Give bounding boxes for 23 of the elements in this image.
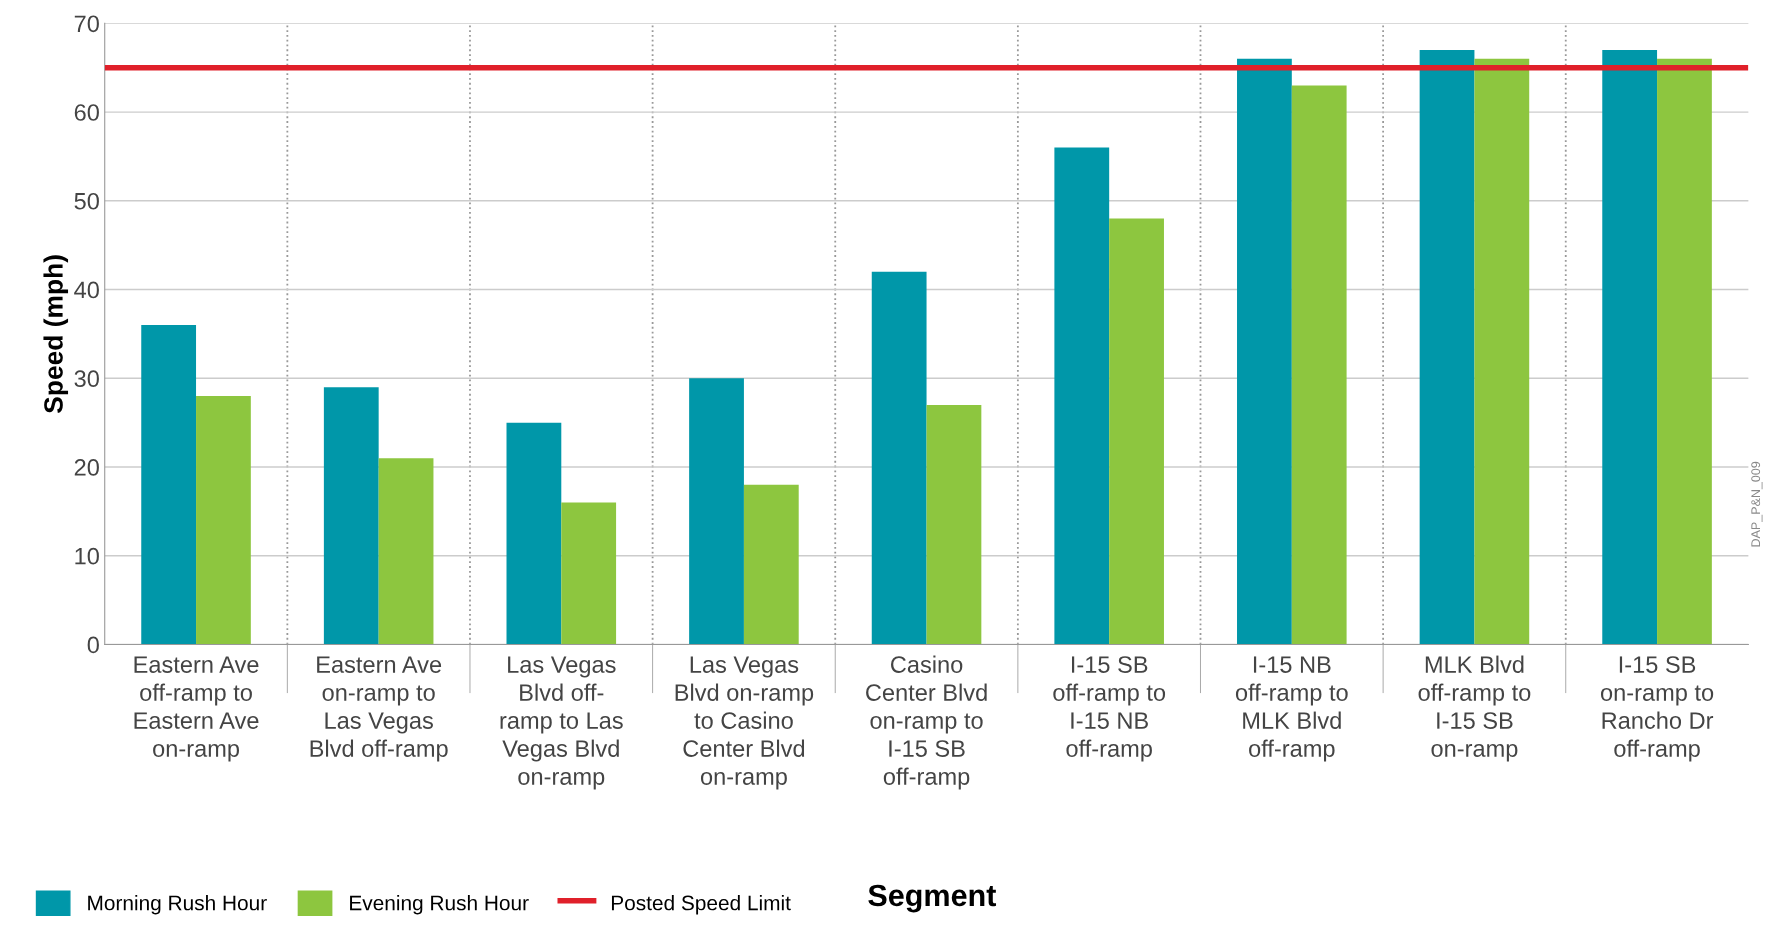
legend-label: Morning Rush Hour (88, 895, 267, 915)
text: DAP_P&N_009 (1751, 461, 1763, 547)
y-axis-title: Speed (mph) (43, 255, 69, 414)
x-tick-label: Casino Center Blvd on-ramp to I-15 SB off-ramp (866, 655, 987, 790)
y-tick-label: 60 (74, 104, 99, 121)
x-tick-label: I-15 SB off-ramp to I-15 NB off-ramp (1053, 656, 1166, 762)
x-tick-label: I-15 SB on-ramp to Rancho Dr off-ramp (1600, 656, 1714, 762)
y-tick-label: 10 (75, 547, 99, 565)
y-tick-label: 20 (74, 459, 99, 476)
x-tick-label: Eastern Ave off-ramp to Eastern Ave on-ramp (134, 656, 259, 762)
y-tick-label: 50 (74, 192, 99, 210)
legend-label: Posted Speed Limit (611, 895, 791, 915)
y-tick-label: 30 (74, 370, 99, 388)
x-tick-label: Eastern Ave on-ramp to Las Vegas Blvd off-ramp (310, 656, 448, 762)
legend-label: Evening Rush Hour (350, 895, 529, 915)
y-tick-label: 40 (74, 281, 99, 299)
x-tick-label: MLK Blvd off-ramp to I-15 SB on-ramp (1418, 655, 1531, 762)
y-tick-label: 0 (87, 636, 99, 654)
x-tick-label: Las Vegas Blvd off- ramp to Las Vegas Blvd on-ramp (500, 656, 623, 790)
y-tick-label: 70 (74, 15, 99, 33)
x-tick-label: I-15 NB off-ramp to MLK Blvd off-ramp (1235, 656, 1348, 762)
x-axis-title: Segment (868, 884, 997, 913)
x-tick-label: Las Vegas Blvd on-ramp to Casino Center Blvd on-ramp (675, 656, 814, 790)
